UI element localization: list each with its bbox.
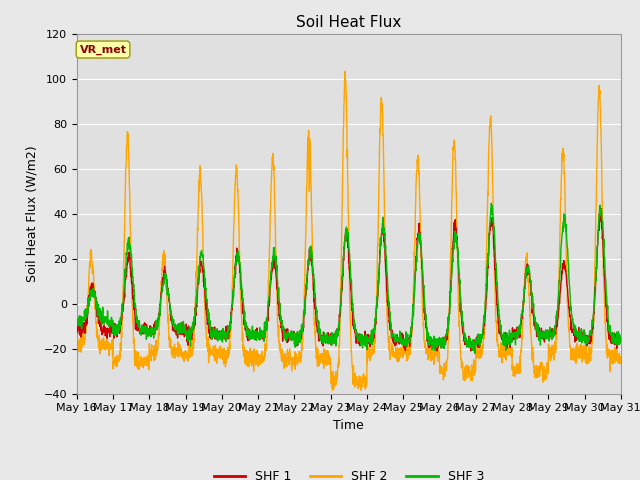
Text: VR_met: VR_met — [79, 44, 127, 55]
Legend: SHF 1, SHF 2, SHF 3: SHF 1, SHF 2, SHF 3 — [209, 465, 489, 480]
Title: Soil Heat Flux: Soil Heat Flux — [296, 15, 401, 30]
X-axis label: Time: Time — [333, 419, 364, 432]
Y-axis label: Soil Heat Flux (W/m2): Soil Heat Flux (W/m2) — [25, 145, 38, 282]
